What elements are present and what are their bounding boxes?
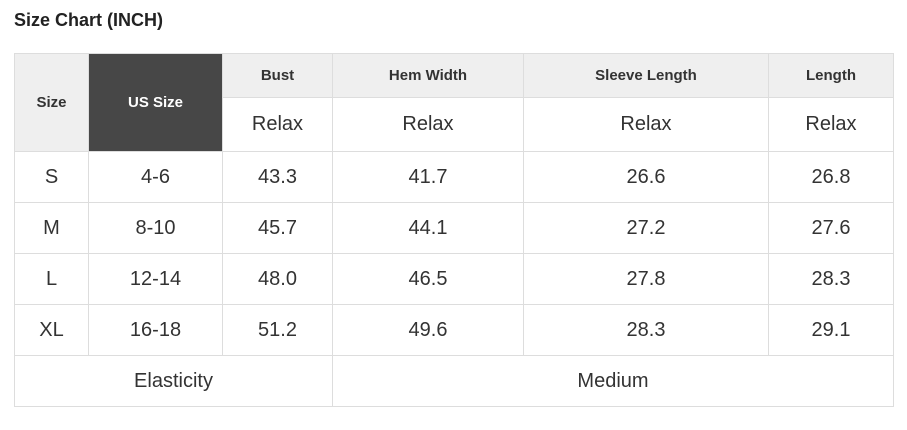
- bust-cell: 51.2: [222, 304, 333, 356]
- column-header-length: Length: [768, 53, 894, 98]
- bust-cell: 48.0: [222, 253, 333, 305]
- sleeve-length-cell: 26.6: [523, 151, 769, 203]
- column-header-us-size: US Size: [88, 53, 223, 152]
- bust-cell: 43.3: [222, 151, 333, 203]
- size-cell: M: [14, 202, 89, 254]
- length-cell: 28.3: [768, 253, 894, 305]
- sleeve-length-cell: 28.3: [523, 304, 769, 356]
- length-cell: 27.6: [768, 202, 894, 254]
- hem-width-cell: 41.7: [332, 151, 524, 203]
- size-cell: L: [14, 253, 89, 305]
- fit-type-sleeve-length: Relax: [523, 97, 769, 152]
- size-cell: S: [14, 151, 89, 203]
- sleeve-length-cell: 27.2: [523, 202, 769, 254]
- size-chart-table: Size US Size Bust Hem Width Sleeve Lengt…: [14, 53, 894, 407]
- elasticity-label: Elasticity: [14, 355, 333, 407]
- hem-width-cell: 46.5: [332, 253, 524, 305]
- table-row-l: L 12-14 48.0 46.5 27.8 28.3: [14, 253, 894, 305]
- us-size-cell: 12-14: [88, 253, 223, 305]
- fit-type-length: Relax: [768, 97, 894, 152]
- table-row-xl: XL 16-18 51.2 49.6 28.3 29.1: [14, 304, 894, 356]
- length-cell: 26.8: [768, 151, 894, 203]
- table-row-m: M 8-10 45.7 44.1 27.2 27.6: [14, 202, 894, 254]
- bust-cell: 45.7: [222, 202, 333, 254]
- fit-type-hem-width: Relax: [332, 97, 524, 152]
- sleeve-length-cell: 27.8: [523, 253, 769, 305]
- us-size-cell: 16-18: [88, 304, 223, 356]
- header-row-fit-type: Relax Relax Relax Relax: [15, 97, 894, 152]
- column-header-sleeve-length: Sleeve Length: [523, 53, 769, 98]
- fit-type-bust: Relax: [222, 97, 333, 152]
- hem-width-cell: 44.1: [332, 202, 524, 254]
- us-size-cell: 8-10: [88, 202, 223, 254]
- column-header-hem-width: Hem Width: [332, 53, 524, 98]
- column-header-bust: Bust: [222, 53, 333, 98]
- hem-width-cell: 49.6: [332, 304, 524, 356]
- elasticity-value: Medium: [332, 355, 894, 407]
- header-row-measures: Size US Size Bust Hem Width Sleeve Lengt…: [14, 53, 894, 152]
- length-cell: 29.1: [768, 304, 894, 356]
- column-header-size: Size: [14, 53, 89, 152]
- size-cell: XL: [14, 304, 89, 356]
- table-row-s: S 4-6 43.3 41.7 26.6 26.8: [14, 151, 894, 203]
- us-size-cell: 4-6: [88, 151, 223, 203]
- elasticity-row: Elasticity Medium: [14, 355, 894, 407]
- page-title: Size Chart (INCH): [14, 10, 164, 30]
